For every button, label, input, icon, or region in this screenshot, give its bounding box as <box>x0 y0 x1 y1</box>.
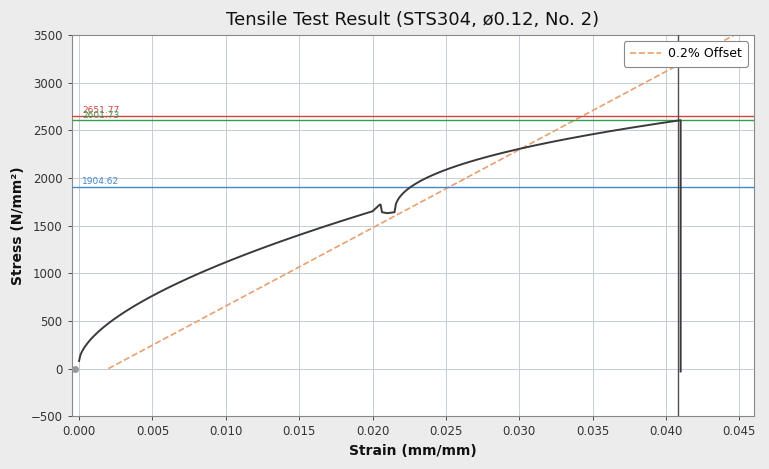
Legend: 0.2% Offset: 0.2% Offset <box>624 41 747 67</box>
Text: 1904.62: 1904.62 <box>82 177 119 186</box>
Text: 2651.77: 2651.77 <box>82 106 119 115</box>
Text: 2601.73: 2601.73 <box>82 111 119 120</box>
Y-axis label: Stress (N/mm²): Stress (N/mm²) <box>11 166 25 285</box>
Title: Tensile Test Result (STS304, ø0.12, No. 2): Tensile Test Result (STS304, ø0.12, No. … <box>226 11 599 29</box>
X-axis label: Strain (mm/mm): Strain (mm/mm) <box>349 444 477 458</box>
